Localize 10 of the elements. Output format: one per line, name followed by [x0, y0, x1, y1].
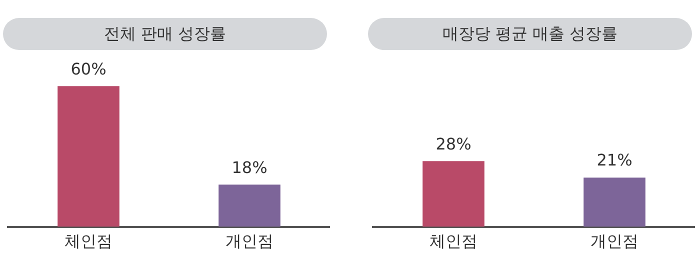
x-tick-label: 체인점 [64, 232, 112, 251]
data-label: 60% [70, 59, 106, 78]
chart-title: 전체 판매 성장률 [3, 18, 327, 50]
x-tick-label: 체인점 [430, 232, 478, 251]
chart-title: 매장당 평균 매출 성장률 [368, 18, 692, 50]
data-label: 21% [596, 150, 632, 170]
data-label: 18% [232, 158, 268, 177]
x-tick-label: 개인점 [590, 232, 638, 251]
data-label: 28% [436, 134, 472, 154]
x-tick-label: 개인점 [226, 232, 274, 251]
